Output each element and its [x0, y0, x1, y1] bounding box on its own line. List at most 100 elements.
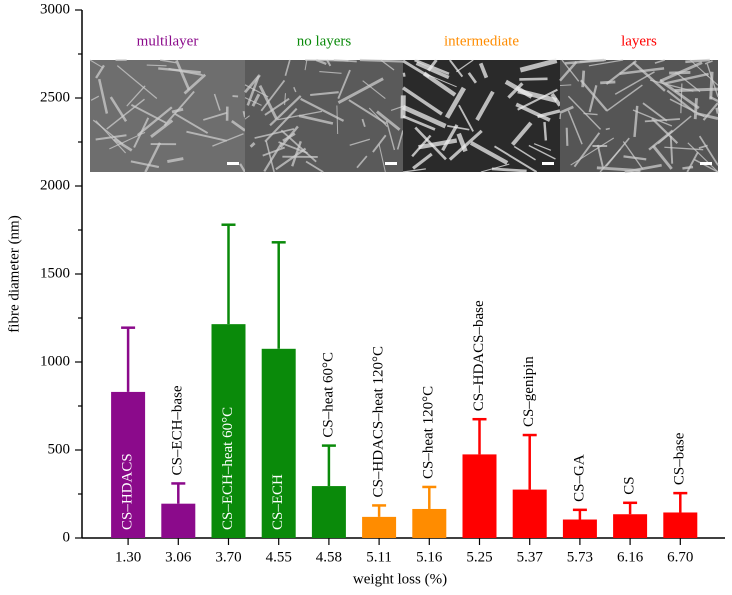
- bar: [562, 519, 597, 538]
- scale-bar: [542, 162, 554, 165]
- fibre: [606, 84, 643, 112]
- fibre: [402, 104, 447, 129]
- fibre: [244, 97, 262, 106]
- fibre: [263, 142, 283, 172]
- fibre: [113, 138, 133, 152]
- bar-label: CS–GA: [571, 454, 587, 502]
- fibre: [150, 119, 174, 138]
- bar: [261, 348, 296, 538]
- fibre: [588, 85, 598, 113]
- y-tick-label: 0: [63, 529, 71, 545]
- fibre: [385, 120, 396, 151]
- bar: [663, 512, 698, 538]
- group-label: layers: [621, 33, 657, 49]
- fibre: [396, 130, 404, 150]
- fibre: [402, 86, 443, 116]
- bar: [362, 516, 397, 538]
- fibre: [310, 91, 339, 97]
- fibre: [244, 115, 250, 120]
- fibre: [519, 58, 558, 73]
- fibre: [269, 95, 302, 127]
- fibre: [659, 79, 700, 110]
- fibre: [682, 165, 694, 170]
- fibre: [349, 138, 371, 146]
- bar-label: CS–heat 60°C: [320, 352, 336, 438]
- fibre: [284, 59, 291, 76]
- fibre: [652, 144, 673, 170]
- fibre: [537, 109, 561, 119]
- bar: [211, 324, 246, 538]
- fibre: [402, 114, 436, 131]
- fibre: [106, 98, 145, 130]
- bar: [311, 486, 346, 538]
- fibre: [414, 58, 450, 76]
- fibre: [517, 88, 558, 111]
- x-tick-label: 3.06: [165, 549, 192, 565]
- fibre: [675, 71, 701, 93]
- bar-label: CS–ECH: [270, 474, 286, 530]
- y-tick-label: 2000: [40, 177, 70, 193]
- fibre: [242, 110, 246, 118]
- fibre: [441, 124, 459, 152]
- fibre: [632, 61, 666, 92]
- x-tick-label: 5.37: [517, 549, 544, 565]
- fibre: [702, 102, 719, 121]
- fibre: [277, 110, 323, 121]
- bar: [412, 508, 447, 538]
- fibre: [680, 83, 683, 114]
- y-tick-label: 1500: [40, 265, 70, 281]
- fibre: [262, 146, 286, 157]
- fibre: [336, 105, 339, 135]
- fibre: [605, 127, 610, 131]
- fibre: [264, 107, 298, 143]
- bar-label: CS–genipin: [521, 356, 537, 427]
- fibre: [689, 59, 710, 78]
- bar: [512, 489, 547, 538]
- fibre: [186, 130, 227, 142]
- fibre: [559, 84, 572, 87]
- fibre: [337, 77, 384, 104]
- fibre: [136, 106, 173, 137]
- y-tick-label: 1000: [40, 353, 70, 369]
- fibre: [507, 82, 524, 99]
- fibre: [275, 147, 307, 171]
- fibre: [644, 118, 680, 123]
- fibre: [709, 95, 719, 103]
- scale-bar: [227, 162, 239, 165]
- fibre: [685, 58, 710, 64]
- fibre: [491, 167, 527, 173]
- fibre: [418, 138, 458, 150]
- fibre: [657, 115, 692, 145]
- y-tick-label: 2500: [40, 89, 70, 105]
- fibre: [698, 135, 719, 166]
- group-label: no layers: [297, 33, 352, 49]
- fibre: [415, 61, 450, 80]
- bar-label: CS–HDACS: [120, 453, 136, 530]
- bar-label: CS–ECH–heat 60°C: [220, 407, 236, 530]
- fibre: [368, 107, 388, 128]
- y-tick-label: 500: [48, 441, 71, 457]
- fibre: [651, 117, 679, 144]
- fibre: [513, 145, 536, 161]
- fibre: [361, 118, 366, 128]
- fibre: [298, 114, 334, 125]
- fibre: [130, 104, 167, 124]
- fibre: [622, 141, 644, 170]
- fibre: [444, 86, 467, 119]
- fibre: [596, 144, 604, 168]
- fibre: [254, 128, 295, 139]
- x-tick-label: 5.25: [466, 549, 492, 565]
- fibre: [203, 111, 228, 121]
- fibre: [378, 144, 386, 173]
- fibre: [709, 71, 714, 100]
- fibre: [456, 59, 474, 73]
- fibre: [175, 59, 191, 91]
- fibre: [519, 77, 548, 81]
- fibre: [458, 104, 474, 132]
- fibre: [559, 60, 578, 82]
- fibre: [167, 157, 184, 163]
- fibre: [599, 148, 622, 173]
- fibre: [659, 61, 703, 83]
- fibre: [704, 60, 713, 65]
